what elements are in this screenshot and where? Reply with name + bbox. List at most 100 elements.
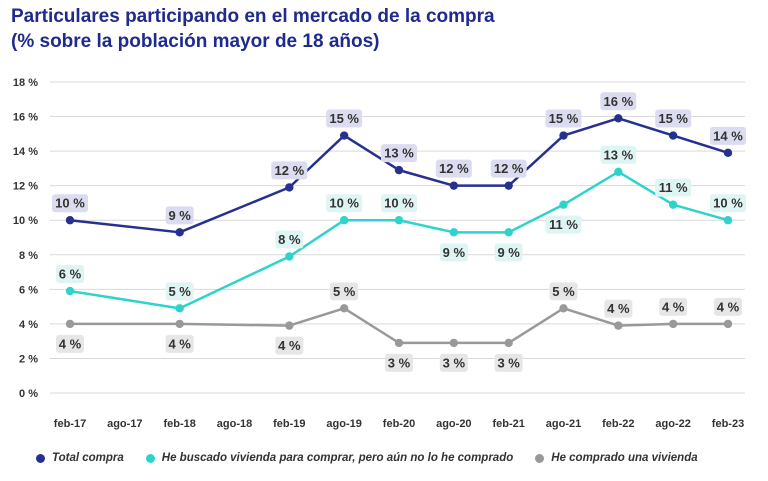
data-point[interactable] <box>449 228 459 237</box>
data-label-group: 5 % <box>165 282 194 301</box>
data-point[interactable] <box>285 183 294 192</box>
data-label-bg <box>604 299 633 318</box>
data-label: 16 % <box>604 94 634 109</box>
data-point[interactable] <box>449 338 459 348</box>
data-label-bg <box>439 353 468 372</box>
data-point[interactable] <box>614 114 623 123</box>
data-label-bg <box>330 282 359 301</box>
x-tick-label: ago-21 <box>546 418 581 430</box>
data-label: 12 % <box>439 161 469 176</box>
y-axis: 0 % 2 % 4 % 6 % 8 % 10 % 12 % 14 % 16 % 18 % <box>13 77 38 400</box>
data-label-group: 12 % <box>490 159 527 178</box>
legend-marker-he-buscado <box>145 453 155 463</box>
data-point[interactable] <box>65 286 75 296</box>
data-point[interactable] <box>339 131 349 140</box>
data-label-bg <box>655 178 692 197</box>
data-label: 15 % <box>329 111 359 126</box>
data-point[interactable] <box>175 304 184 313</box>
data-label-group: 16 % <box>600 92 637 111</box>
data-point[interactable] <box>175 319 184 329</box>
data-label-group: 15 % <box>326 109 363 128</box>
x-tick-label: feb-17 <box>54 418 86 430</box>
x-tick-label: feb-19 <box>273 418 305 430</box>
data-label: 5 % <box>333 284 356 299</box>
data-point[interactable] <box>668 319 678 329</box>
data-label: 4 % <box>168 336 191 351</box>
data-label: 3 % <box>497 355 520 370</box>
data-point[interactable] <box>723 319 733 329</box>
data-label: 6 % <box>59 267 82 282</box>
data-label-bg <box>435 159 472 178</box>
data-label-bg <box>545 215 582 234</box>
data-point[interactable] <box>559 200 568 209</box>
legend-item-total-compra[interactable]: Total compra <box>36 452 124 464</box>
x-axis: feb-17 ago-17 feb-18 ago-18 feb-19 ago-19 feb-… <box>54 418 744 430</box>
data-label: 11 % <box>549 217 578 232</box>
data-label-bg <box>275 230 304 249</box>
x-tick-label: feb-21 <box>492 418 524 430</box>
data-point[interactable] <box>614 321 623 330</box>
data-point[interactable] <box>504 181 513 190</box>
data-label-bg <box>326 109 363 128</box>
data-point[interactable] <box>723 148 733 158</box>
data-label: 4 % <box>607 301 630 316</box>
data-point[interactable] <box>668 131 678 140</box>
data-label-bg <box>56 265 84 284</box>
data-label-bg <box>659 297 688 316</box>
data-point[interactable] <box>723 216 733 225</box>
data-label: 13 % <box>384 146 414 161</box>
legend-marker-he-comprado <box>535 453 545 463</box>
data-point[interactable] <box>614 167 623 177</box>
data-label-group: 15 % <box>655 109 692 128</box>
data-point[interactable] <box>394 165 404 175</box>
data-point[interactable] <box>394 216 404 225</box>
x-tick-label: feb-23 <box>712 418 744 430</box>
data-point[interactable] <box>559 131 568 140</box>
data-label-bg <box>385 353 413 372</box>
data-label: 15 % <box>658 111 688 126</box>
data-label-bg <box>381 194 417 213</box>
data-point[interactable] <box>504 228 513 237</box>
data-point[interactable] <box>339 304 349 313</box>
data-label: 4 % <box>662 299 685 314</box>
data-point[interactable] <box>65 319 75 329</box>
data-label-bg <box>490 159 527 178</box>
data-label-group: 12 % <box>435 159 472 178</box>
data-label-group: 4 % <box>714 297 742 316</box>
data-point[interactable] <box>449 181 459 190</box>
y-tick-label: 6 % <box>19 284 38 296</box>
legend: Total compra He buscado vivienda para co… <box>36 452 720 464</box>
x-tick-label: ago-19 <box>326 418 361 430</box>
data-label-group: 9 % <box>439 243 468 262</box>
data-label-bg <box>710 194 746 213</box>
data-label: 10 % <box>384 196 414 211</box>
data-point[interactable] <box>559 304 568 313</box>
data-point[interactable] <box>285 252 294 261</box>
data-label-group: 5 % <box>549 282 578 301</box>
legend-label-he-buscado: He buscado vivienda para comprar, pero a… <box>161 452 514 464</box>
data-label-bg <box>549 282 578 301</box>
data-label-group: 10 % <box>381 194 417 213</box>
data-label: 15 % <box>549 111 579 126</box>
legend-item-he-buscado[interactable]: He buscado vivienda para comprar, pero a… <box>145 452 514 464</box>
data-label-bg <box>326 194 363 213</box>
data-point[interactable] <box>394 338 404 348</box>
data-point[interactable] <box>175 228 184 237</box>
x-tick-label: ago-18 <box>217 418 252 430</box>
data-point[interactable] <box>668 200 678 209</box>
chart-title-line-1: Particulares participando en el mercado … <box>11 6 495 27</box>
data-label-bg <box>439 243 468 262</box>
data-point[interactable] <box>339 216 349 225</box>
data-label-bg <box>710 126 746 145</box>
data-label-group: 13 % <box>381 144 417 163</box>
data-label: 9 % <box>443 245 466 260</box>
data-point[interactable] <box>504 338 513 348</box>
data-point[interactable] <box>285 321 294 330</box>
data-point[interactable] <box>65 216 75 225</box>
y-tick-label: 8 % <box>19 250 38 262</box>
legend-label-total-compra: Total compra <box>52 452 124 464</box>
data-label-bg <box>545 109 582 128</box>
data-label: 13 % <box>604 147 634 162</box>
legend-item-he-comprado[interactable]: He comprado una vivienda <box>535 452 698 464</box>
